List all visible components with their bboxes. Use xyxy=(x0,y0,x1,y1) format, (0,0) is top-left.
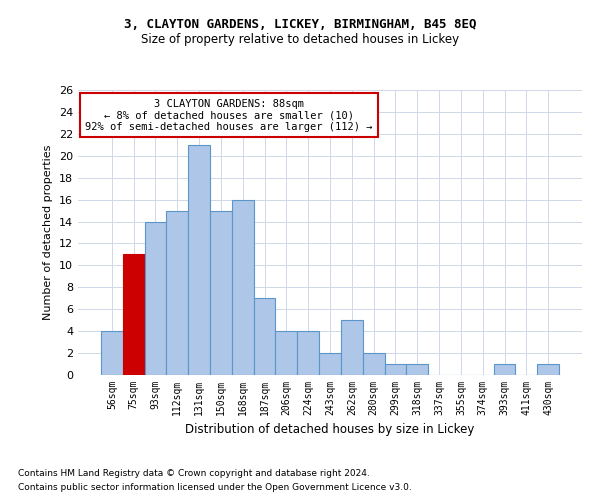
Bar xyxy=(319,353,341,375)
Bar xyxy=(341,320,363,375)
Bar xyxy=(188,145,210,375)
Bar xyxy=(166,210,188,375)
Bar xyxy=(385,364,406,375)
Text: 3 CLAYTON GARDENS: 88sqm
← 8% of detached houses are smaller (10)
92% of semi-de: 3 CLAYTON GARDENS: 88sqm ← 8% of detache… xyxy=(85,98,373,132)
Bar xyxy=(406,364,428,375)
Bar xyxy=(275,331,297,375)
Text: 3, CLAYTON GARDENS, LICKEY, BIRMINGHAM, B45 8EQ: 3, CLAYTON GARDENS, LICKEY, BIRMINGHAM, … xyxy=(124,18,476,30)
Bar xyxy=(101,331,123,375)
Text: Contains public sector information licensed under the Open Government Licence v3: Contains public sector information licen… xyxy=(18,484,412,492)
Bar xyxy=(254,298,275,375)
Bar xyxy=(123,254,145,375)
Y-axis label: Number of detached properties: Number of detached properties xyxy=(43,145,53,320)
Bar xyxy=(537,364,559,375)
Bar xyxy=(145,222,166,375)
Text: Size of property relative to detached houses in Lickey: Size of property relative to detached ho… xyxy=(141,32,459,46)
X-axis label: Distribution of detached houses by size in Lickey: Distribution of detached houses by size … xyxy=(185,424,475,436)
Bar xyxy=(363,353,385,375)
Bar xyxy=(232,200,254,375)
Bar xyxy=(210,210,232,375)
Text: Contains HM Land Registry data © Crown copyright and database right 2024.: Contains HM Land Registry data © Crown c… xyxy=(18,468,370,477)
Bar xyxy=(297,331,319,375)
Bar xyxy=(494,364,515,375)
